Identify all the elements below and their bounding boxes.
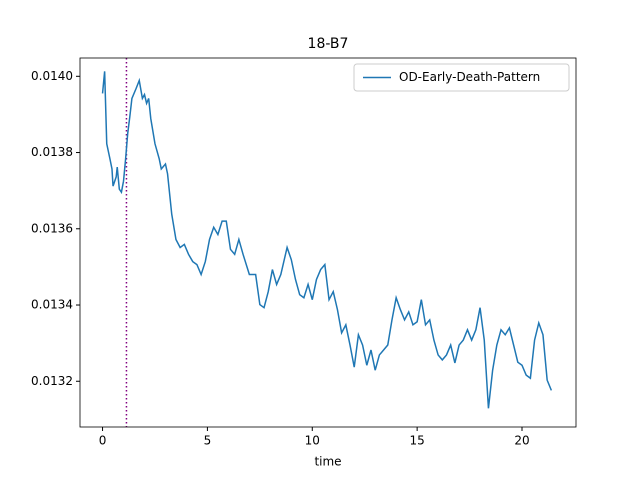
x-tick-label: 20 [514,434,529,448]
y-tick-label: 0.0136 [31,221,73,235]
x-axis-label: time [314,455,341,469]
chart-title: 18-B7 [308,36,349,52]
x-tick-label: 5 [204,434,212,448]
x-tick-label: 15 [409,434,424,448]
y-tick-label: 0.0134 [31,298,73,312]
data-line [101,71,553,409]
x-tick-label: 10 [305,434,320,448]
y-tick-label: 0.0138 [31,145,73,159]
legend-box [353,63,570,92]
legend-label: OD-Early-Death-Pattern [399,70,540,84]
y-tick-label: 0.0132 [31,374,73,388]
x-tick-label: 0 [99,434,107,448]
plot-frame [79,57,577,428]
y-tick-label: 0.0140 [31,69,73,83]
